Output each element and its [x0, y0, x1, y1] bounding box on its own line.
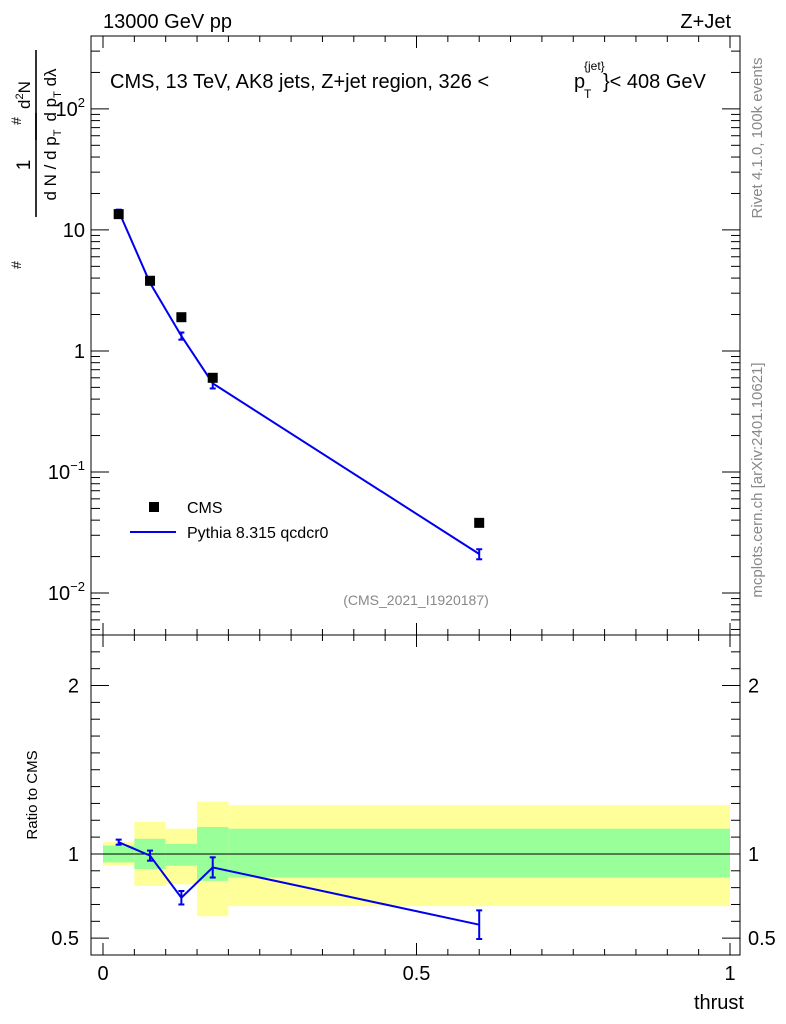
- main-y-axis-label: 1 d N / d pT #: [8, 113, 64, 269]
- main-y-tick-label: 102: [56, 95, 85, 121]
- plot-title-text: CMS, 13 TeV, AK8 jets, Z+jet region, 326…: [110, 71, 489, 93]
- ratio-inner-band: [165, 843, 198, 866]
- tick-labels: 0 0.5 1 10−2 10−1 1 10 102 0.5 0.5 1 1 2 2: [48, 95, 776, 985]
- svg-text:d N / d pT: d N / d pT: [41, 129, 64, 200]
- mc-line: [117, 210, 480, 555]
- svg-text:d2N: d2N: [14, 81, 34, 109]
- energy-label: 13000 GeV pp: [103, 11, 232, 33]
- x-tick-label: 1: [724, 963, 735, 985]
- ratio-y-axis-label: Ratio to CMS: [24, 750, 41, 839]
- svg-text:d pT dλ: d pT dλ: [41, 68, 64, 122]
- main-y-tick-label: 10−2: [48, 579, 85, 605]
- analysis-id: (CMS_2021_I1920187): [343, 592, 489, 608]
- x-tick-label: 0.5: [403, 963, 431, 985]
- ratio-inner-band: [228, 828, 730, 878]
- cms-data-point: [145, 275, 156, 286]
- plot-title: CMS, 13 TeV, AK8 jets, Z+jet region, 326…: [110, 59, 707, 101]
- main-frame: [90, 35, 741, 636]
- svg-text:#: #: [8, 117, 24, 125]
- svg-text:#: #: [8, 261, 24, 269]
- x-tick-label: 0: [97, 963, 108, 985]
- plot-title-range-end: }< 408 GeV: [603, 71, 707, 93]
- main-y-tick-label: 1: [74, 341, 85, 363]
- ratio-y-tick-label-left: 0.5: [51, 928, 79, 950]
- plot-title-pt: p: [574, 71, 585, 93]
- ratio-plot-marks: [115, 838, 483, 940]
- main-y-tick-label: 10: [63, 220, 85, 242]
- ratio-uncertainty-bands: [103, 801, 730, 917]
- cms-data-point: [176, 312, 187, 323]
- ratio-y-tick-label-right: 2: [748, 676, 759, 698]
- ratio-frame: [90, 634, 741, 956]
- main-y-axis-label-derivative: d2N d pT dλ #: [8, 50, 64, 140]
- mcplots-label: mcplots.cern.ch [arXiv:2401.10621]: [749, 362, 766, 597]
- process-label: Z+Jet: [680, 11, 731, 33]
- svg-text:1: 1: [14, 160, 35, 171]
- legend-data-marker: [149, 502, 159, 512]
- main-y-tick-label: 10−1: [48, 458, 85, 484]
- ratio-y-tick-label-right: 0.5: [748, 928, 776, 950]
- cms-data-point: [474, 517, 485, 528]
- main-plot-marks: [113, 208, 485, 561]
- cms-data-point: [113, 209, 124, 220]
- x-axis-label: thrust: [694, 992, 744, 1014]
- legend: CMS Pythia 8.315 qcdcr0: [130, 500, 329, 542]
- axes: [90, 35, 741, 956]
- cms-data-point: [207, 372, 218, 383]
- plot-title-pt-sup: {jet}: [584, 59, 605, 73]
- plot-title-pt-sub: T: [584, 87, 592, 101]
- rivet-version-label: Rivet 4.1.0, 100k events: [749, 58, 766, 219]
- ratio-y-tick-label-right: 1: [748, 844, 759, 866]
- ratio-y-tick-label-left: 1: [68, 844, 79, 866]
- legend-mc-label: Pythia 8.315 qcdcr0: [187, 525, 329, 542]
- ratio-y-tick-label-left: 2: [68, 676, 79, 698]
- legend-data-label: CMS: [187, 500, 223, 517]
